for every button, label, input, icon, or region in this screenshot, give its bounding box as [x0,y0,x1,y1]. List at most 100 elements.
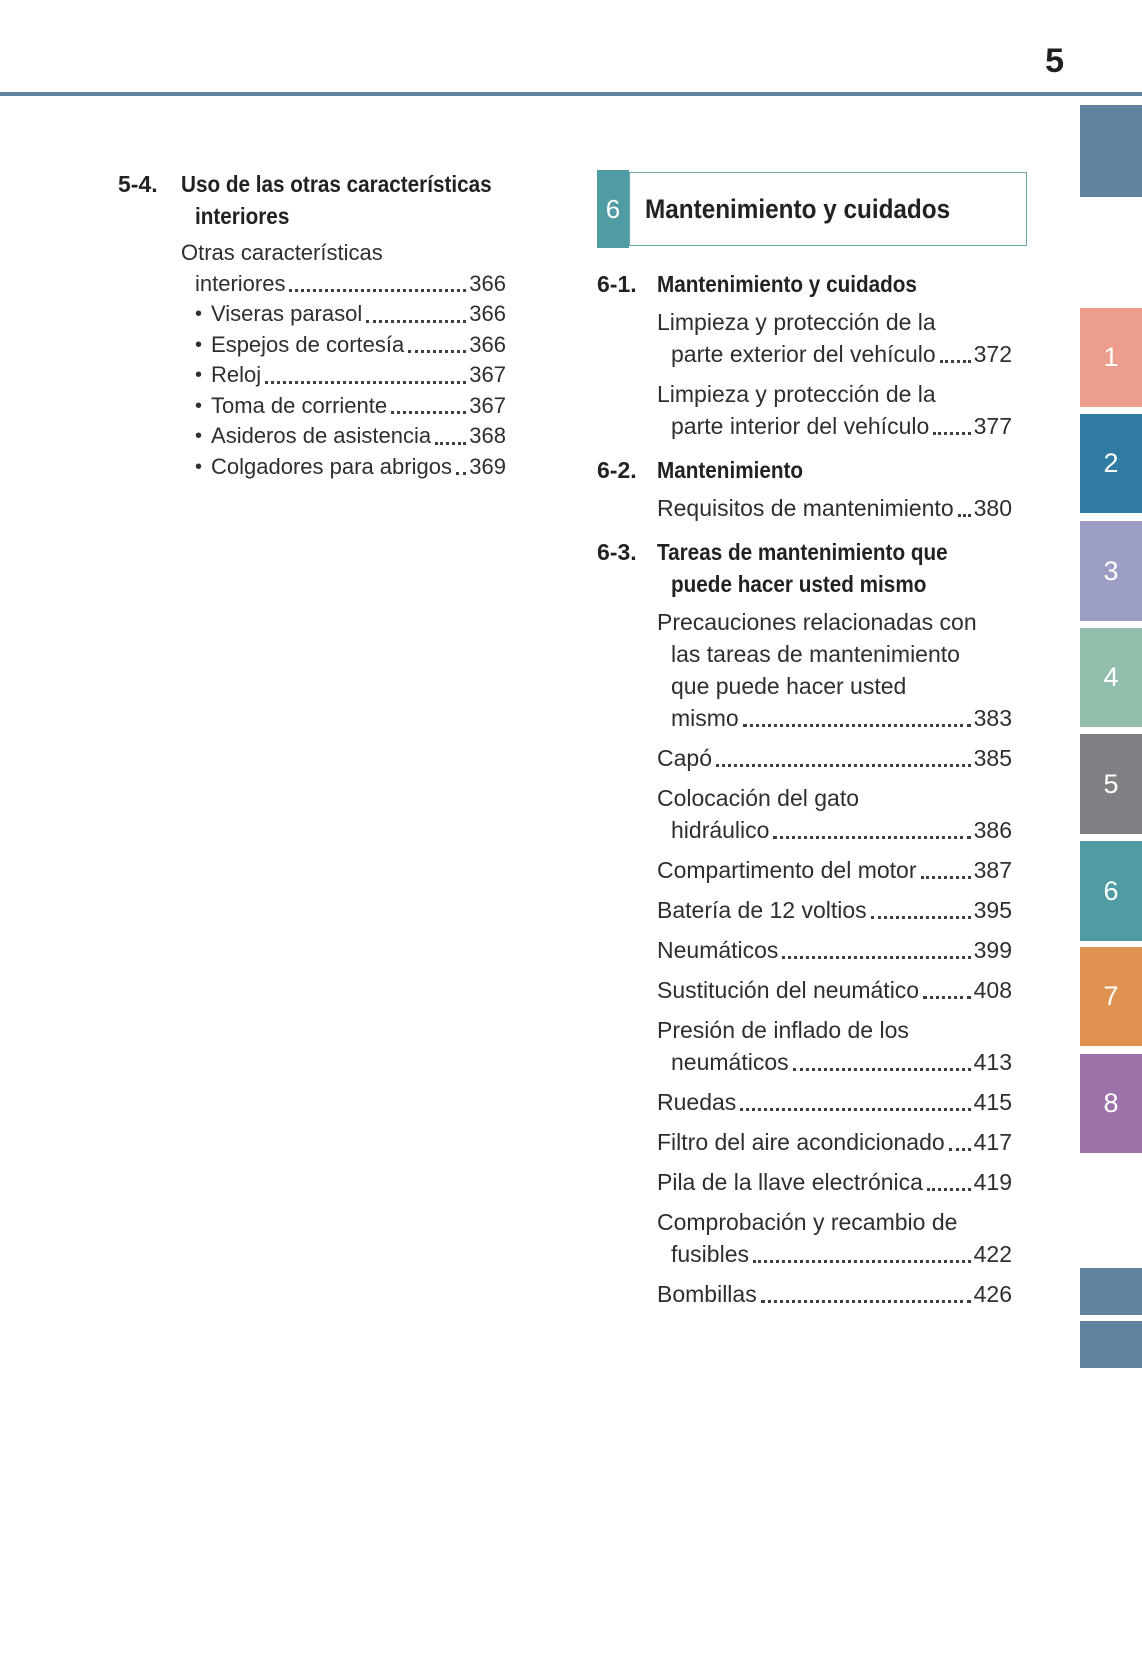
toc-entry-text-line: Precauciones relacionadas con [657,609,977,635]
side-tab-3[interactable]: 3 [1080,521,1142,621]
toc-entry-label: Sustitución del neumático [657,977,920,1003]
side-tab-4[interactable]: 4 [1080,628,1142,727]
toc-entry-text-line: las tareas de mantenimiento [671,641,960,667]
toc-entry-row: • Colgadores para abrigos 369 [181,452,506,483]
toc-entry-label: mismo [671,705,739,731]
toc-entry[interactable]: Precauciones relacionadas con las tareas … [657,606,1012,734]
toc-entry[interactable]: Colocación del gato hidráulico 386 [657,782,1012,846]
section-title: Tareas de mantenimiento que puede hacer u… [657,536,1012,600]
section-title-line: Tareas de mantenimiento que [657,536,1012,568]
toc-entry[interactable]: Limpieza y protección de la parte interio… [657,378,1012,442]
toc-entry[interactable]: Presión de inflado de los neumáticos 413 [657,1014,1012,1078]
toc-entry-text-line: Presión de inflado de los [657,1017,909,1043]
toc-entry-label: Bombillas [657,1281,757,1307]
toc-entry[interactable]: Sustitución del neumático 408 [657,974,1012,1006]
leader-dots [391,411,467,414]
toc-entry-label: fusibles [671,1241,749,1267]
toc-page-number: 419 [973,1169,1012,1195]
toc-entry-list: Limpieza y protección de la parte exterio… [597,306,1012,442]
leader-dots [265,380,467,384]
leader-dots [752,1260,971,1263]
bullet-icon: • [195,364,203,386]
leader-dots [920,876,971,879]
section-number: 6-2. [597,457,637,483]
toc-entry[interactable]: Requisitos de mantenimiento 380 [657,492,1012,524]
bullet-icon: • [195,303,203,325]
toc-entry[interactable]: Capó 385 [657,742,1012,774]
toc-entry[interactable]: Batería de 12 voltios 395 [657,894,1012,926]
toc-entry-label: Pila de la llave electrónica [657,1169,923,1195]
toc-page-number: 395 [973,897,1012,923]
toc-entry[interactable]: Bombillas 426 [657,1278,1012,1310]
toc-page-number: 372 [973,341,1012,367]
toc-page-number: 367 [469,392,506,418]
toc-page-number: 366 [469,301,506,326]
toc-section-heading-5-4[interactable]: 5-4. Uso de las otras características int… [118,168,506,232]
toc-entry-row: interiores 366 [195,269,506,300]
toc-entry[interactable]: Pila de la llave electrónica 419 [657,1166,1012,1198]
toc-page-number: 369 [469,453,506,479]
toc-entry-label: Filtro del aire acondicionado [657,1129,945,1155]
side-tab-5[interactable]: 5 [1080,734,1142,834]
toc-page-number: 408 [973,977,1012,1003]
toc-page-number: 415 [973,1089,1012,1115]
toc-entry[interactable]: • Colgadores para abrigos 369 [181,452,506,483]
section-title: Mantenimiento [657,454,1012,486]
leader-dots [948,1148,971,1151]
leader-dots [740,1108,971,1111]
toc-entry[interactable]: • Reloj 367 [181,360,506,391]
toc-section-heading-61[interactable]: 6-1. Mantenimiento y cuidados [597,268,1012,300]
side-tab-blank-0[interactable] [1080,105,1142,197]
toc-entry-text-line: Comprobación y recambio de [657,1209,958,1235]
toc-entry-label: Espejos de cortesía [211,331,405,357]
toc-entry-label: Requisitos de mantenimiento [657,495,954,521]
side-tab-2[interactable]: 2 [1080,414,1142,513]
leader-dots [455,472,467,475]
side-tab-6[interactable]: 6 [1080,841,1142,941]
side-tab-7[interactable]: 7 [1080,947,1142,1046]
toc-entry[interactable]: • Toma de corriente 367 [181,391,506,422]
toc-entry[interactable]: • Espejos de cortesía 366 [181,330,506,361]
toc-entry[interactable]: • Asideros de asistencia 368 [181,421,506,452]
leader-dots [870,916,971,919]
toc-section-heading-62[interactable]: 6-2. Mantenimiento [597,454,1012,486]
toc-entry[interactable]: Ruedas 415 [657,1086,1012,1118]
toc-entry-text-line: Colocación del gato [657,785,860,811]
toc-page-number: 413 [973,1049,1012,1075]
side-tab-8[interactable]: 8 [1080,1054,1142,1153]
section-title-text: Mantenimiento y cuidados [657,271,917,297]
toc-entry-row: Sustitución del neumático 408 [657,974,1012,1006]
toc-entry[interactable]: Otras características interiores 366 [181,238,506,299]
chapter-number-badge: 6 [597,170,629,248]
toc-entry[interactable]: Comprobación y recambio de fusibles 422 [657,1206,1012,1270]
leader-dots [742,724,971,727]
toc-entry[interactable]: Neumáticos 399 [657,934,1012,966]
side-tab-blank-10[interactable] [1080,1321,1142,1368]
toc-entry-row: Ruedas 415 [657,1086,1012,1118]
toc-page-number: 367 [469,362,506,387]
side-tab-label: 1 [1103,342,1119,372]
toc-entry[interactable]: • Viseras parasol 366 [181,299,506,330]
side-tab-1[interactable]: 1 [1080,308,1142,407]
leader-dots [289,289,467,292]
toc-entry-row: • Reloj 367 [181,360,506,391]
section-title-line: Uso de las otras características [181,168,526,200]
toc-entry-row: Neumáticos 399 [657,934,1012,966]
chapter-heading[interactable]: 6 Mantenimiento y cuidados [597,170,1027,248]
leader-dots [435,441,467,445]
toc-page-number: 422 [973,1241,1012,1267]
toc-entry-row: Compartimento del motor 387 [657,854,1012,886]
toc-entry-row: • Espejos de cortesía 366 [181,330,506,361]
chapter-title: Mantenimiento y cuidados [645,193,951,224]
toc-entry-label: Ruedas [657,1089,737,1115]
side-tab-blank-9[interactable] [1080,1268,1142,1315]
toc-entry[interactable]: Filtro del aire acondicionado 417 [657,1126,1012,1158]
leader-dots [782,956,971,959]
section-title-text: Mantenimiento [657,457,804,483]
toc-entry[interactable]: Limpieza y protección de la parte exterio… [657,306,1012,370]
toc-entry[interactable]: Compartimento del motor 387 [657,854,1012,886]
toc-section-heading-63[interactable]: 6-3. Tareas de mantenimiento que puede hac… [597,536,1012,600]
toc-page-number: 399 [973,937,1012,963]
section-title-line: interiores [195,200,526,232]
